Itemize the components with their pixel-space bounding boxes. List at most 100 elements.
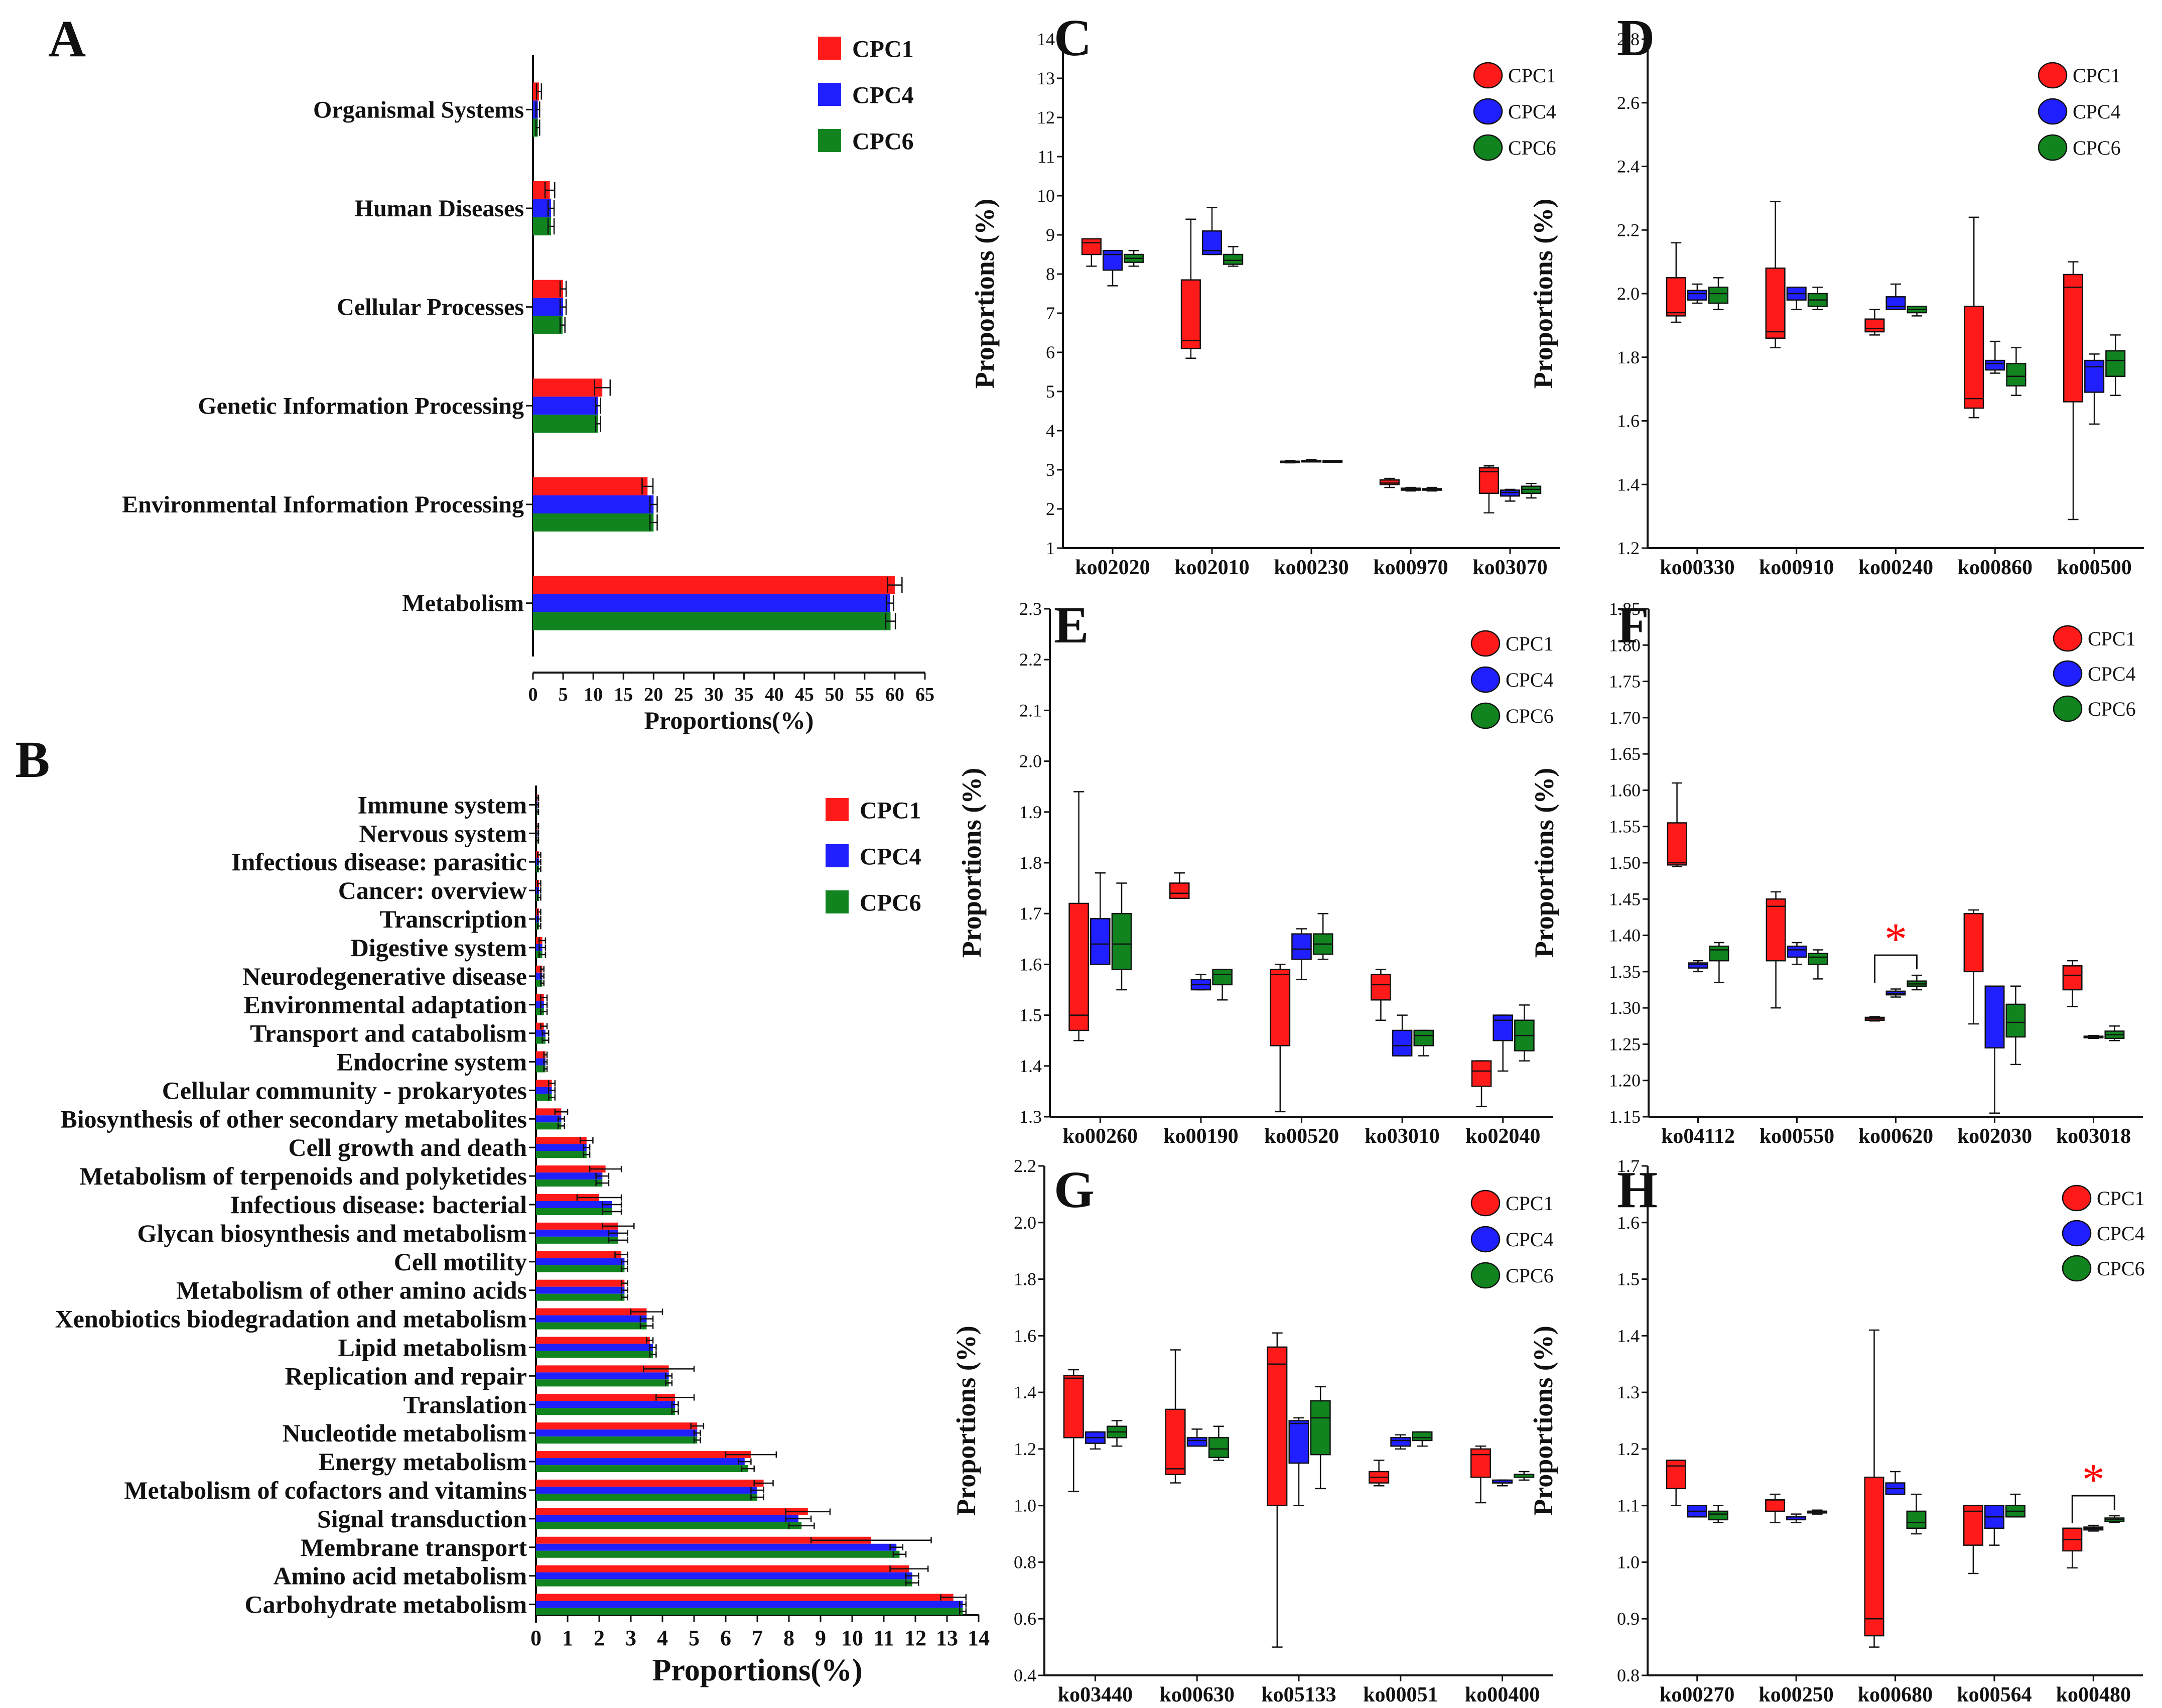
category-label: Transport and catabolism [250, 1019, 527, 1047]
x-tick-label: ko00260 [1063, 1125, 1138, 1148]
y-tick-label: 2 [1046, 499, 1055, 519]
y-tick-label: 1.4 [1014, 1382, 1036, 1402]
legend-marker-cpc6 [1470, 1262, 1501, 1289]
x-tick-label: ko00270 [1660, 1683, 1734, 1706]
box-cpc1 [1964, 306, 1984, 409]
y-tick-label: 1.35 [1609, 962, 1641, 982]
bar-cpc4 [536, 1601, 963, 1608]
y-tick-label: 1.20 [1609, 1071, 1641, 1091]
x-tick-label: 45 [795, 684, 814, 705]
bar-cpc6 [533, 316, 563, 334]
legend-marker-cpc6 [2062, 1255, 2092, 1282]
category-label: Xenobiotics biodegradation and metabolis… [55, 1305, 527, 1333]
panel-letter: C [1054, 9, 1092, 67]
bar-cpc1 [533, 280, 564, 298]
box-cpc1 [1765, 268, 1786, 339]
bar-cpc4 [536, 1229, 618, 1237]
bar-cpc4 [533, 397, 598, 415]
panel-letter: H [1617, 1161, 1658, 1219]
y-tick-label: 2.6 [1617, 93, 1640, 113]
legend-swatch-cpc4 [826, 844, 849, 867]
x-tick-label: 3 [625, 1626, 636, 1650]
box-cpc4 [1390, 1437, 1411, 1447]
y-tick-label: 1.70 [1609, 708, 1641, 728]
bar-cpc4 [533, 298, 564, 316]
bar-cpc4 [536, 1172, 603, 1180]
y-tick-label: 1.8 [1014, 1269, 1036, 1289]
box-cpc1 [1470, 1448, 1491, 1478]
x-tick-label: 0 [530, 1626, 542, 1650]
significance-marker: * [1884, 914, 1907, 964]
y-tick-label: 1.6 [1617, 1213, 1640, 1233]
y-tick-label: 5 [1046, 381, 1055, 402]
box-cpc1 [1267, 1346, 1288, 1506]
bar-cpc1 [536, 1594, 954, 1601]
y-tick-label: 3 [1046, 460, 1055, 480]
bar-cpc6 [536, 1436, 698, 1444]
panel-letter: E [1054, 596, 1089, 654]
legend-swatch-cpc1 [826, 798, 849, 821]
significance-bracket [1874, 954, 1918, 983]
bar-cpc6 [536, 1351, 653, 1358]
x-tick-label: 30 [704, 684, 723, 705]
legend-label: CPC6 [1506, 705, 1554, 727]
box-cpc6 [1212, 969, 1233, 986]
bar-cpc1 [536, 1051, 546, 1059]
y-tick-label: 1.1 [1617, 1496, 1640, 1516]
bar-cpc6 [536, 1065, 546, 1073]
bar-cpc4 [536, 1058, 546, 1066]
category-label: Nucleotide metabolism [283, 1419, 527, 1447]
x-tick-label: ko03010 [1365, 1125, 1439, 1148]
bar-cpc4 [536, 1258, 625, 1265]
box-cpc1 [1081, 238, 1102, 255]
legend-swatch-cpc6 [818, 129, 841, 152]
y-tick-label: 1.8 [1019, 853, 1042, 873]
bar-cpc1 [536, 1337, 650, 1344]
y-tick-label: 1.5 [1019, 1005, 1042, 1025]
y-tick-label: 2.0 [1014, 1213, 1036, 1233]
category-label: Genetic Information Processing [198, 392, 524, 419]
box-cpc6 [1906, 1510, 1927, 1529]
x-tick-label: ko00620 [1858, 1125, 1933, 1148]
y-tick-label: 1.6 [1617, 411, 1640, 431]
x-tick-label: 13 [936, 1626, 958, 1650]
panel-f: F1.151.201.251.301.351.401.451.501.551.6… [1529, 596, 2143, 1148]
y-tick-label: 4 [1046, 421, 1055, 441]
y-tick-label: 11 [1037, 147, 1055, 167]
legend-label: CPC6 [1508, 137, 1556, 159]
bar-cpc6 [536, 1493, 757, 1501]
bar-cpc1 [536, 1222, 618, 1230]
bar-cpc6 [536, 1151, 587, 1158]
y-tick-label: 10 [1037, 186, 1055, 206]
box-cpc6 [1111, 912, 1132, 970]
legend-label: CPC1 [2088, 627, 2136, 650]
y-tick-label: 1.50 [1609, 853, 1641, 873]
category-label: Infectious disease: parasitic [231, 848, 527, 876]
x-tick-label: 6 [720, 1626, 731, 1650]
bar-cpc1 [536, 1479, 764, 1487]
y-tick-label: 9 [1046, 225, 1055, 245]
bar-cpc4 [536, 1144, 587, 1151]
box-cpc4 [1688, 962, 1708, 969]
bar-cpc6 [536, 1265, 625, 1272]
category-label: Glycan biosynthesis and metabolism [137, 1219, 527, 1247]
bar-cpc6 [536, 1094, 552, 1101]
y-tick-label: 1.7 [1019, 903, 1042, 924]
x-tick-label: ko00550 [1760, 1125, 1834, 1148]
bar-cpc6 [536, 1208, 612, 1215]
legend-label: CPC4 [2097, 1222, 2145, 1245]
box-cpc4 [1291, 933, 1312, 960]
category-label: Metabolism of terpenoids and polyketides [79, 1162, 527, 1190]
x-tick-label: 12 [904, 1626, 926, 1650]
bar-cpc6 [536, 1036, 546, 1044]
y-tick-label: 7 [1046, 303, 1055, 323]
box-cpc1 [1371, 974, 1391, 1001]
y-tick-label: 2.8 [1617, 29, 1640, 49]
y-tick-label: 1.2 [1617, 1439, 1640, 1459]
bar-cpc1 [536, 994, 544, 1001]
box-cpc1 [1864, 318, 1885, 333]
x-tick-label: 14 [968, 1626, 990, 1650]
category-label: Digestive system [351, 934, 527, 962]
bar-cpc4 [536, 1572, 912, 1580]
category-label: Nervous system [359, 819, 527, 847]
